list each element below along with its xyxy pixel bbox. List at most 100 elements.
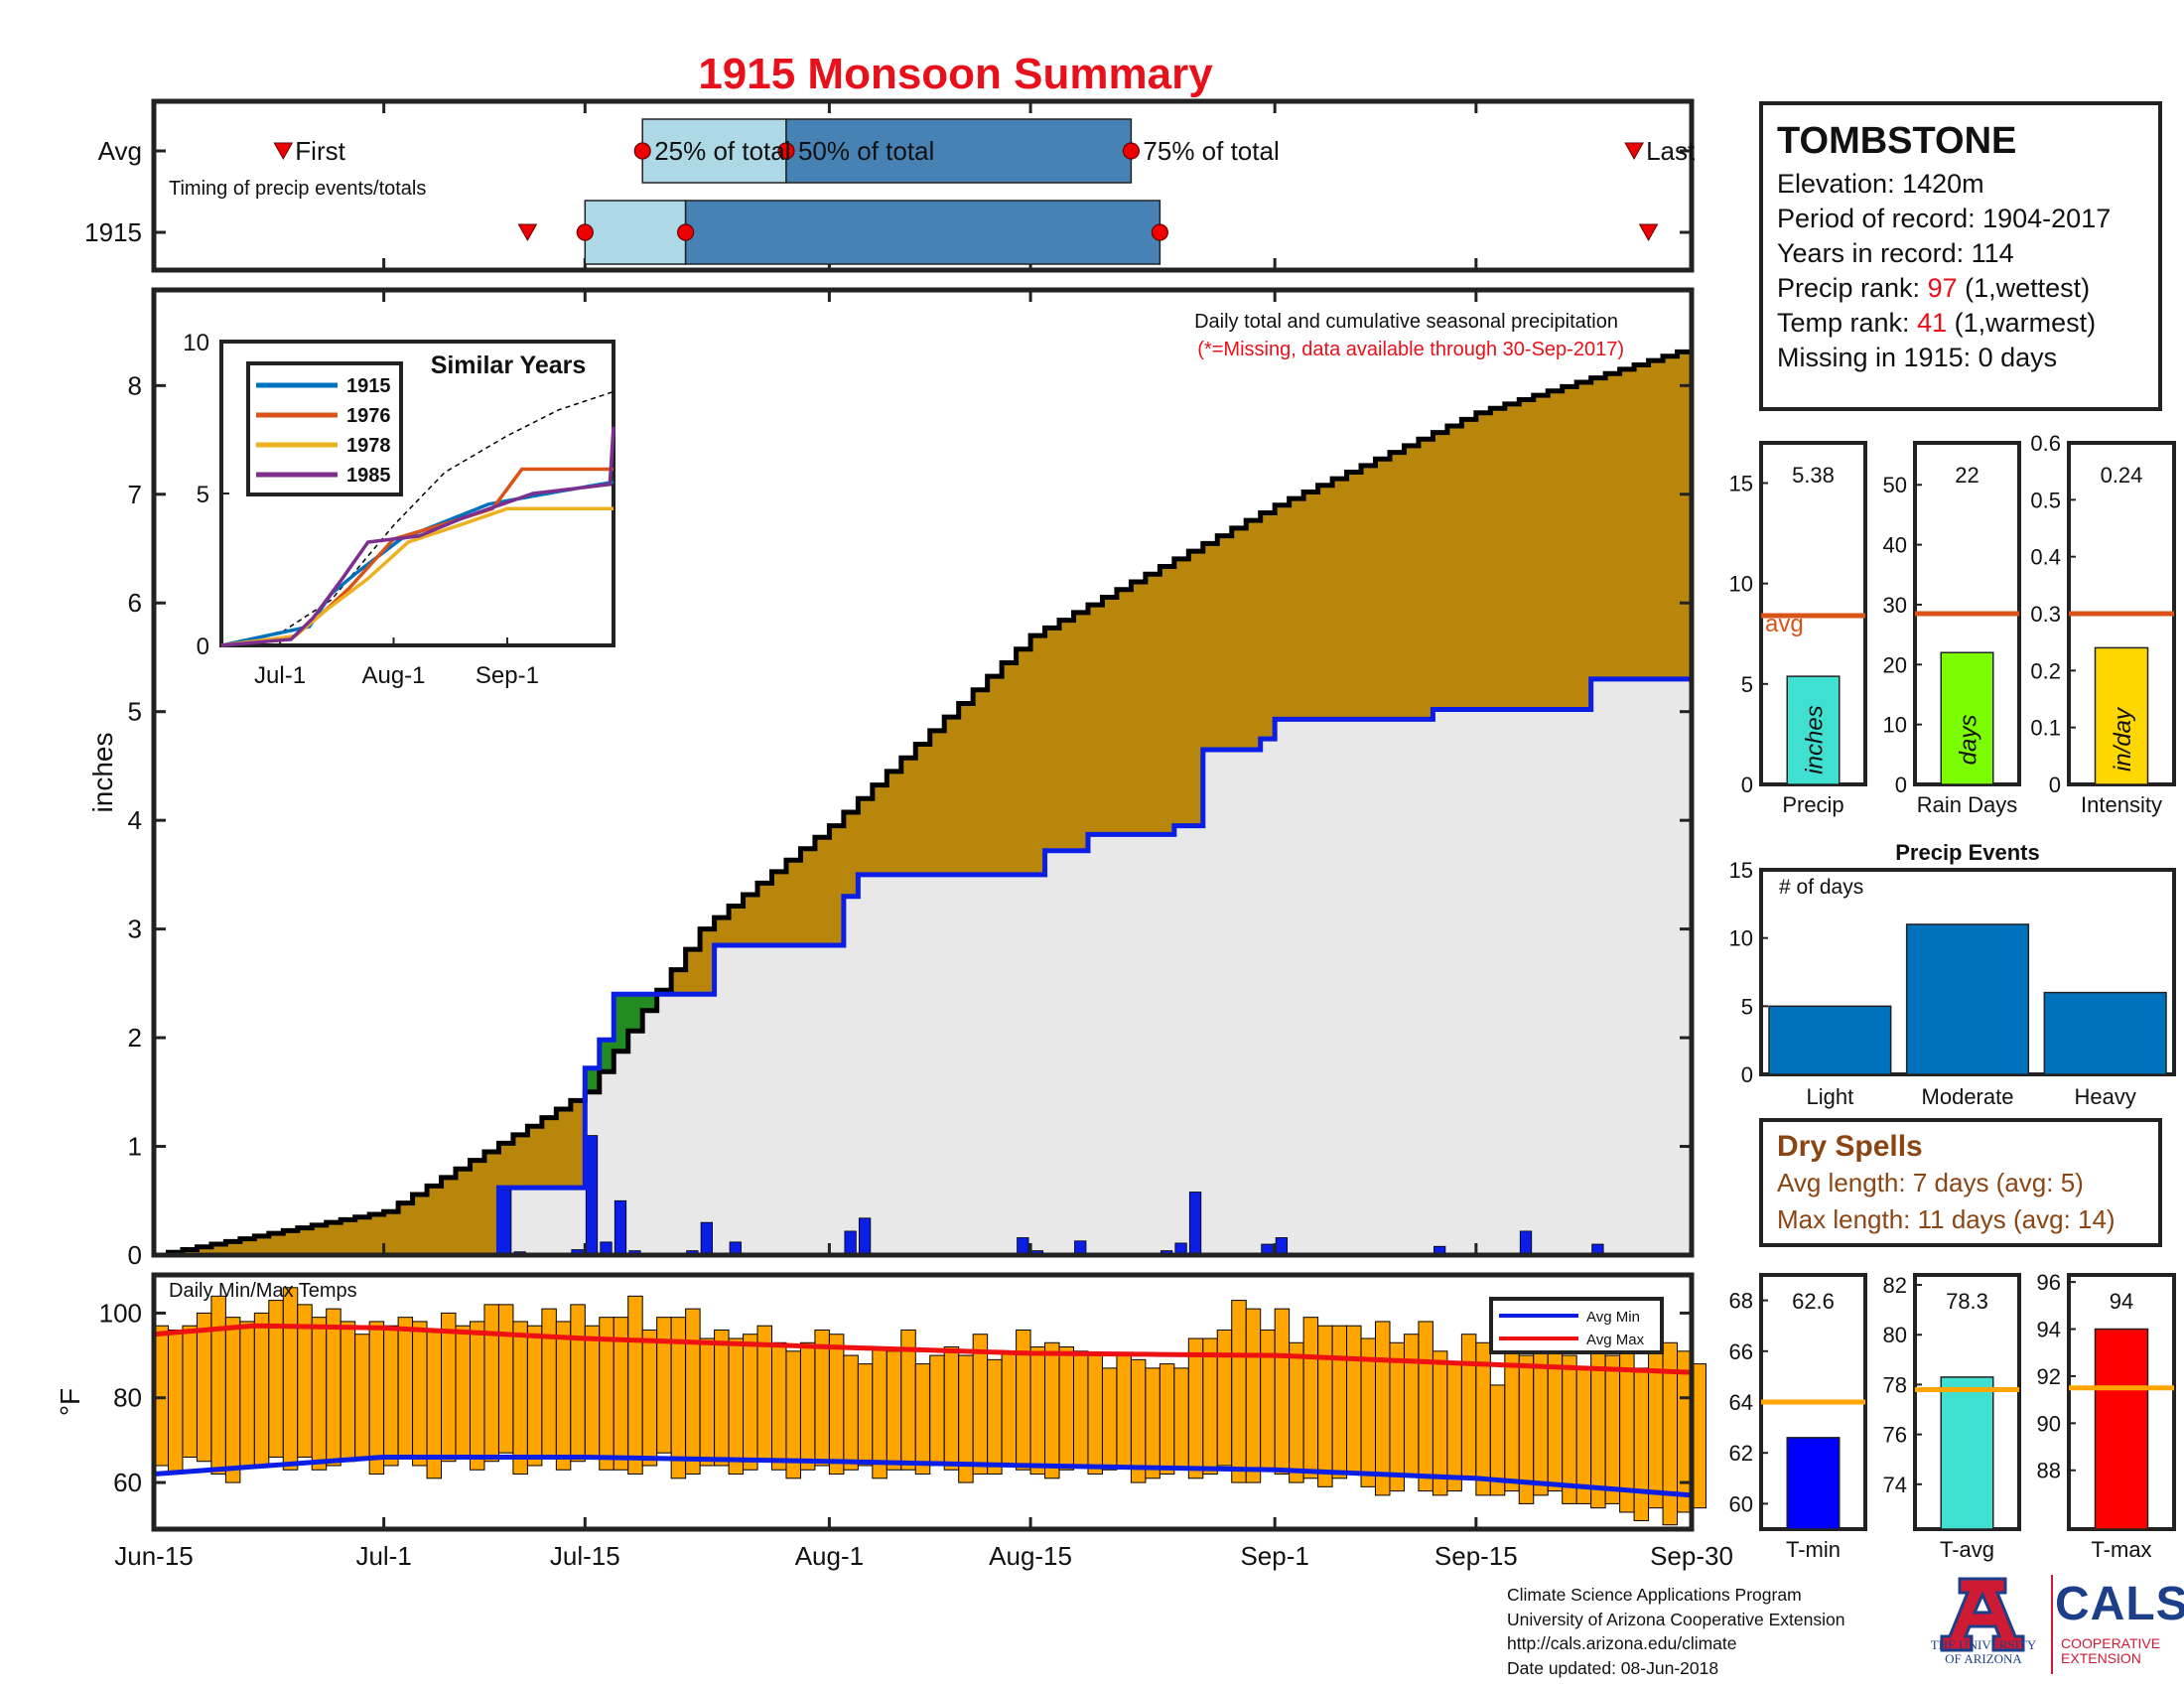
x-tick-label: Aug-15 xyxy=(989,1541,1072,1571)
precip-panel-y-tick-label: 5 xyxy=(1741,672,1753,697)
daily-temp-bar xyxy=(799,1341,816,1471)
daily-temp-bar xyxy=(857,1363,874,1467)
rain-days-panel-y-tick-label: 40 xyxy=(1883,533,1907,558)
events-annotation: # of days xyxy=(1779,876,1863,899)
timing-first-last-marker xyxy=(517,223,538,242)
daily-temp-bar xyxy=(326,1308,341,1467)
daily-temp-bar xyxy=(1274,1308,1291,1476)
intensity-panel-y-tick-label: 0.1 xyxy=(2030,716,2061,741)
daily-temp-bar xyxy=(1432,1350,1448,1496)
x-tick-label: Jul-15 xyxy=(550,1541,620,1571)
timing-percentile-marker xyxy=(576,223,594,241)
daily-temp-bar xyxy=(743,1334,758,1471)
daily-temp-bar xyxy=(1001,1350,1018,1467)
inset-legend-label: 1985 xyxy=(346,465,391,487)
daily-temp-bar xyxy=(1058,1346,1075,1471)
inset-x-tick-label: Sep-1 xyxy=(476,662,539,689)
timing-subtitle: Timing of precip events/totals xyxy=(169,178,426,200)
tmax-panel-y-tick-label: 88 xyxy=(2037,1459,2061,1483)
temp-rank-note: (1,warmest) xyxy=(1954,308,2097,338)
daily-temp-bar xyxy=(656,1317,672,1454)
daily-temp-bar xyxy=(239,1321,255,1467)
tavg-panel-label: T-avg xyxy=(1940,1537,1994,1562)
station-info-box: TOMBSTONE Elevation: 1420m Period of rec… xyxy=(1759,101,2162,411)
daily-temp-bar xyxy=(1302,1317,1319,1479)
tavg-panel-y-tick-label: 74 xyxy=(1883,1473,1907,1497)
university-of-arizona-logo-icon xyxy=(1940,1577,2025,1652)
rain-days-panel-y-tick-label: 30 xyxy=(1883,593,1907,618)
daily-temp-bar xyxy=(311,1317,328,1471)
daily-temp-bar xyxy=(497,1304,514,1454)
precip-rank-note: (1,wettest) xyxy=(1965,273,2091,303)
daily-temp-bar xyxy=(699,1337,716,1467)
events-bar-heavy xyxy=(2043,991,2167,1075)
dry-spells-box: Dry Spells Avg length: 7 days (avg: 5) M… xyxy=(1759,1118,2162,1247)
surplus-area xyxy=(585,994,657,1092)
timing-row-label: Avg xyxy=(98,136,142,166)
events-y-tick-label: 5 xyxy=(1741,994,1753,1019)
daily-temp-bar xyxy=(412,1321,428,1467)
inset-legend-label: 1978 xyxy=(346,435,391,457)
intensity-panel-label: Intensity xyxy=(2081,792,2162,817)
daily-temp-bar xyxy=(1317,1325,1333,1487)
daily-temp-bar xyxy=(814,1329,830,1467)
inset-average-dashed-line xyxy=(220,390,614,646)
tmin-panel-y-tick-label: 62 xyxy=(1729,1441,1753,1466)
timing-first-last-marker xyxy=(1638,223,1659,242)
daily-temp-bar xyxy=(555,1321,572,1471)
y-tick-label: 5 xyxy=(128,697,142,727)
precip-panel-y-tick-label: 0 xyxy=(1741,773,1753,797)
tmax-panel-bar xyxy=(2094,1328,2149,1530)
cals-subtitle: COOPERATIVE EXTENSION xyxy=(2061,1636,2160,1666)
logo-divider xyxy=(2051,1575,2053,1674)
daily-temp-bar xyxy=(584,1325,601,1458)
timing-label-last: Last xyxy=(1646,136,1696,166)
timing-percentile-marker xyxy=(1122,142,1141,160)
tavg-panel-y-tick-label: 80 xyxy=(1883,1323,1907,1347)
tmax-panel-y-tick-label: 96 xyxy=(2037,1270,2061,1295)
y-tick-label: 2 xyxy=(128,1023,142,1053)
rain-days-panel-value-label: 22 xyxy=(1955,463,1979,488)
inset-x-tick-label: Aug-1 xyxy=(361,662,425,689)
tmin-panel-y-tick-label: 68 xyxy=(1729,1289,1753,1314)
tmin-panel-y-tick-label: 66 xyxy=(1729,1339,1753,1364)
temp-legend-label-max: Avg Max xyxy=(1586,1332,1645,1348)
daily-temp-bar xyxy=(1216,1329,1233,1467)
daily-temp-bar xyxy=(354,1334,370,1458)
daily-temp-bar xyxy=(1375,1321,1391,1496)
x-tick-label: Jun-15 xyxy=(114,1541,194,1571)
daily-temp-bar xyxy=(541,1308,557,1458)
rain-days-panel-y-tick-label: 50 xyxy=(1883,473,1907,497)
timing-first-last-marker xyxy=(273,142,294,161)
daily-temp-bar xyxy=(570,1304,586,1463)
daily-temp-bar xyxy=(641,1329,658,1467)
events-category-label: Heavy xyxy=(2074,1084,2135,1109)
daily-temp-bar xyxy=(1289,1341,1304,1483)
precip-rank-label: Precip rank: xyxy=(1777,273,1921,303)
precip-panel-bar xyxy=(1786,675,1841,785)
credit-line-1: Climate Science Applications Program xyxy=(1507,1585,1802,1605)
station-years: Years in record: 114 xyxy=(1777,238,2014,268)
daily-temp-bar xyxy=(1202,1337,1218,1476)
y-tick-label: 6 xyxy=(128,588,142,618)
tavg-panel-y-tick-label: 76 xyxy=(1883,1423,1907,1448)
tavg-panel-value-label: 78.3 xyxy=(1946,1289,1988,1314)
precip-panel-avg-label: avg xyxy=(1765,611,1804,637)
cumulative-title: Daily total and cumulative seasonal prec… xyxy=(1194,311,1618,333)
events-bar-light xyxy=(1768,1005,1892,1075)
observed-cumulative-fill xyxy=(154,678,1692,1255)
precip-panel-unit-label: inches xyxy=(1802,705,1829,774)
intensity-panel-value-label: 0.24 xyxy=(2101,463,2143,488)
station-temp-rank: Temp rank: 41 (1,warmest) xyxy=(1777,306,2158,341)
daily-precip-bar xyxy=(499,1189,512,1256)
events-y-tick-label: 10 xyxy=(1729,926,1753,951)
rain-days-panel-y-tick-label: 0 xyxy=(1895,773,1907,797)
rain-days-panel-y-tick-label: 20 xyxy=(1883,652,1907,677)
rain-days-panel-y-tick-label: 10 xyxy=(1883,713,1907,738)
daily-precip-bar xyxy=(1275,1237,1289,1256)
daily-temp-bar xyxy=(483,1304,499,1463)
average-cumulative-line xyxy=(154,348,1695,1258)
tmin-panel-label: T-min xyxy=(1786,1537,1841,1562)
daily-temp-bar xyxy=(1562,1354,1577,1504)
